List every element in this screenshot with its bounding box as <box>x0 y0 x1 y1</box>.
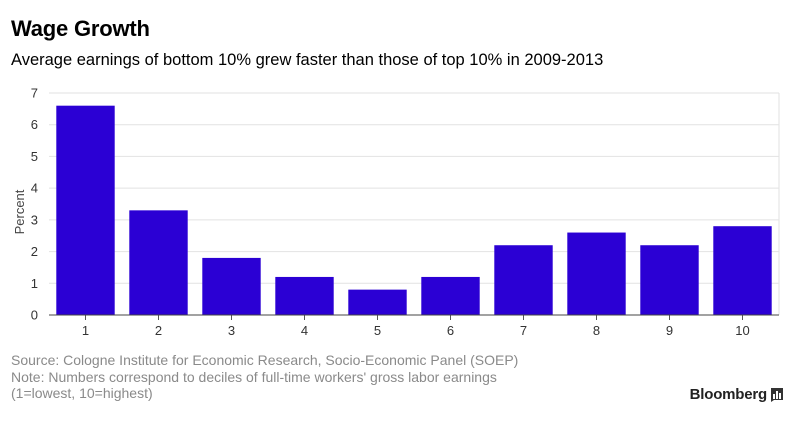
y-tick-label-4: 4 <box>31 181 38 196</box>
source-text: Source: Cologne Institute for Economic R… <box>11 352 519 368</box>
x-tick-label-1: 1 <box>82 323 89 338</box>
chart-subtitle: Average earnings of bottom 10% grew fast… <box>11 51 604 69</box>
y-tick-label-7: 7 <box>31 86 38 101</box>
bar-decile-6 <box>421 276 480 315</box>
bar-decile-5 <box>348 289 407 315</box>
x-tick-label-9: 9 <box>666 323 673 338</box>
bar-decile-10 <box>713 226 772 315</box>
x-tick-label-2: 2 <box>155 323 162 338</box>
y-axis-ticks: 0 1 2 3 4 5 6 7 <box>31 86 38 323</box>
y-tick-label-2: 2 <box>31 244 38 259</box>
bar-decile-2 <box>129 210 188 315</box>
bloomberg-chart-icon <box>771 387 783 402</box>
y-tick-label-1: 1 <box>31 276 38 291</box>
note-text: Note: Numbers correspond to deciles of f… <box>11 368 497 385</box>
bar-decile-7 <box>494 245 553 315</box>
y-tick-label-0: 0 <box>31 308 38 323</box>
bar-decile-1 <box>56 105 115 315</box>
x-tick-label-8: 8 <box>593 323 600 338</box>
bar-decile-3 <box>202 257 261 315</box>
y-tick-label-6: 6 <box>31 117 38 132</box>
x-tick-label-5: 5 <box>374 323 381 338</box>
x-tick-label-10: 10 <box>735 323 749 338</box>
y-tick-label-3: 3 <box>31 212 38 227</box>
note-text-continued: (1=lowest, 10=highest) <box>11 385 153 401</box>
x-tick-label-7: 7 <box>520 323 527 338</box>
x-tick-label-6: 6 <box>447 323 454 338</box>
bar-decile-9 <box>640 245 699 315</box>
bar-chart: 0 1 2 3 4 5 6 7 1 2 3 4 5 6 7 8 9 10 Percent <box>12 86 780 338</box>
bar-decile-8 <box>567 232 626 315</box>
x-axis: 1 2 3 4 5 6 7 8 9 10 <box>49 314 779 338</box>
bloomberg-logo: Bloomberg <box>690 386 783 403</box>
x-tick-label-3: 3 <box>228 323 235 338</box>
chart-footer: Source: Cologne Institute for Economic R… <box>11 352 518 402</box>
y-tick-label-5: 5 <box>31 149 38 164</box>
x-tick-label-4: 4 <box>301 323 308 338</box>
chart-title: Wage Growth <box>11 16 150 41</box>
brand-name: Bloomberg <box>689 386 768 403</box>
bars <box>56 105 772 315</box>
y-axis-label: Percent <box>12 189 27 234</box>
bar-decile-4 <box>275 276 334 315</box>
